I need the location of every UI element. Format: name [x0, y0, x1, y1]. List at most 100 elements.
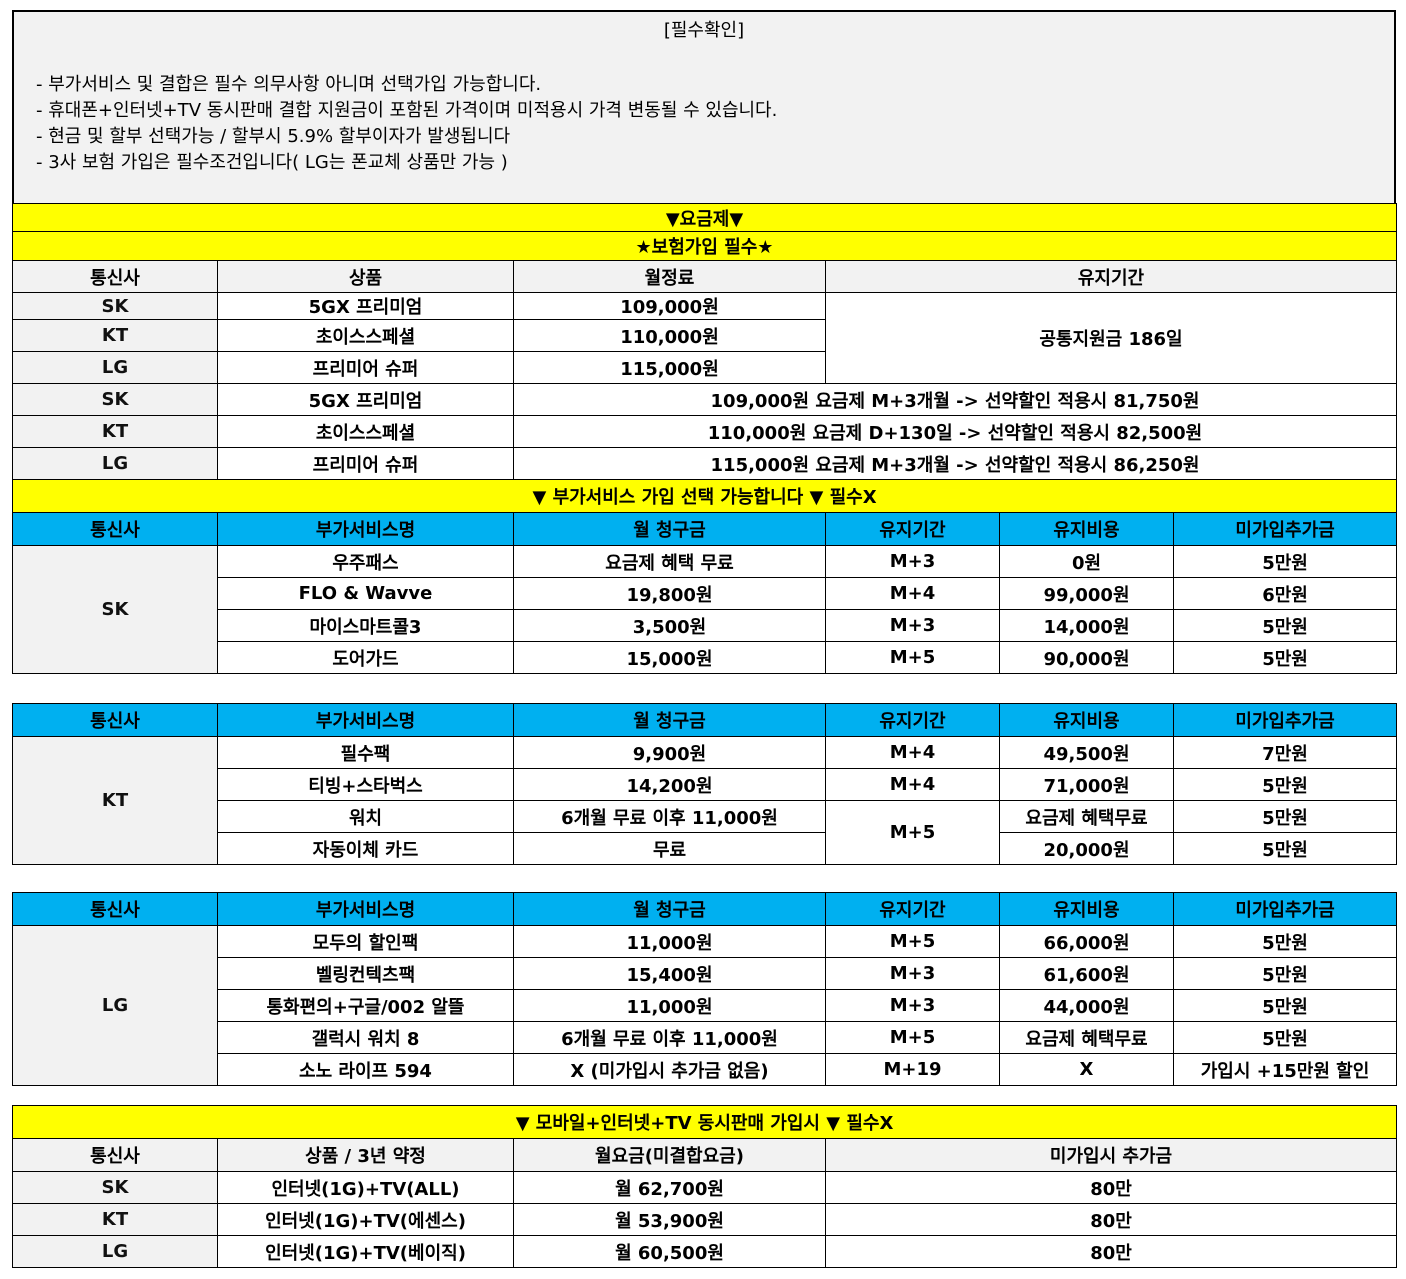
banner-row: ▼ 모바일+인터넷+TV 동시판매 가입시 ▼ 필수X	[11, 1105, 1398, 1139]
addon-table-lg: 통신사 부가서비스명 월 청구금 유지기간 유지비용 미가입추가금 LG 모두의 할인팩 11,…	[12, 892, 1397, 1086]
column-header: 유지비용	[999, 703, 1174, 737]
period-cell: M+4	[825, 577, 1000, 610]
product-cell: 프리미어 슈퍼	[217, 447, 514, 480]
table-row: 자동이체 카드 무료 20,000원 5만원	[13, 832, 1397, 865]
fee-cell: 109,000원	[513, 292, 826, 320]
addon-banner: ▼ 부가서비스 가입 선택 가능합니다 ▼ 필수X	[11, 479, 1398, 513]
column-header: 통신사	[12, 703, 218, 737]
service-name-cell: 모두의 할인팩	[217, 925, 514, 958]
carrier-cell: SK	[12, 292, 218, 320]
monthly-fee-cell: 15,400원	[513, 957, 826, 990]
monthly-fee-cell: 19,800원	[513, 577, 826, 610]
banner-row: ▼ 부가서비스 가입 선택 가능합니다 ▼ 필수X	[11, 479, 1398, 513]
carrier-cell: KT	[12, 736, 218, 865]
column-header: 월요금(미결합요금)	[513, 1138, 826, 1172]
cost-cell: 0원	[999, 545, 1174, 578]
bundle-banner: ▼ 모바일+인터넷+TV 동시판매 가입시 ▼ 필수X	[11, 1105, 1398, 1139]
cost-cell: 요금제 혜택무료	[999, 1021, 1174, 1054]
table-row: 티빙+스타벅스 14,200원 M+4 71,000원 5만원	[13, 768, 1397, 801]
fee-cell: 115,000원	[513, 351, 826, 384]
period-cell: M+3	[825, 989, 1000, 1022]
product-cell: 5GX 프리미엄	[217, 383, 514, 416]
discount-cell: 110,000원 요금제 D+130일 -> 선약할인 적용시 82,500원	[513, 415, 1397, 448]
carrier-cell: KT	[12, 415, 218, 448]
column-header: 미가입추가금	[1172, 512, 1398, 546]
service-name-cell: FLO & Wavve	[217, 577, 514, 610]
table-row: 도어가드 15,000원 M+5 90,000원 5만원	[13, 641, 1398, 674]
service-name-cell: 티빙+스타벅스	[217, 768, 514, 801]
cost-cell: 90,000원	[999, 641, 1174, 674]
monthly-fee-cell: 3,500원	[513, 609, 826, 642]
table-row: SK 5GX 프리미엄 109,000원 요금제 M+3개월 -> 선약할인 적용시…	[12, 383, 1397, 416]
table-row: LG 인터넷(1G)+TV(베이직) 월 60,500원 80만	[12, 1235, 1398, 1268]
extra-fee-cell: 5만원	[1173, 832, 1397, 865]
fee-cell: 110,000원	[513, 319, 826, 352]
column-header: 부가서비스명	[217, 892, 514, 926]
column-header: 유지기간	[825, 703, 1000, 737]
column-header: 통신사	[12, 892, 218, 926]
column-header: 부가서비스명	[217, 512, 514, 546]
service-name-cell: 워치	[217, 800, 514, 833]
carrier-cell: SK	[12, 1171, 218, 1204]
cost-cell: 49,500원	[999, 736, 1174, 769]
table-row: 워치 6개월 무료 이후 11,000원 M+5 요금제 혜택무료 5만원	[13, 800, 1397, 865]
extra-fee-cell: 7만원	[1173, 736, 1397, 769]
cost-cell: 71,000원	[999, 768, 1174, 801]
table-row: FLO & Wavve 19,800원 M+4 99,000원 6만원	[13, 577, 1398, 610]
extra-fee-cell: 80만	[824, 1203, 1398, 1236]
column-header: 미가입추가금	[1173, 892, 1397, 926]
product-cell: 인터넷(1G)+TV(베이직)	[217, 1235, 514, 1268]
service-name-cell: 자동이체 카드	[217, 832, 514, 865]
column-header: 월 청구금	[513, 703, 826, 737]
cost-cell: 요금제 혜택무료	[999, 800, 1174, 833]
monthly-fee-cell: X (미가입시 추가금 없음)	[513, 1053, 826, 1086]
notice-box: [필수확인] - 부가서비스 및 결합은 필수 의무사항 아니며 선택가입 가능…	[12, 10, 1396, 205]
column-header: 유지기간	[825, 260, 1397, 293]
period-cell: M+3	[825, 957, 1000, 990]
table-row: 갤럭시 워치 8 6개월 무료 이후 11,000원 M+5 요금제 혜택무료 5만원	[13, 1021, 1397, 1054]
monthly-fee-cell: 11,000원	[513, 925, 826, 958]
column-header: 유지기간	[825, 892, 1000, 926]
notice-line: - 현금 및 할부 선택가능 / 할부시 5.9% 할부이자가 발생됩니다	[36, 126, 511, 147]
cost-cell: 44,000원	[999, 989, 1174, 1022]
carrier-cell: LG	[12, 1235, 218, 1268]
notice-line: - 3사 보험 가입은 필수조건입니다( LG는 폰교체 상품만 가능 )	[36, 152, 508, 173]
product-cell: 프리미어 슈퍼	[217, 351, 514, 384]
table-row: KT 초이스스페셜 110,000원 요금제 D+130일 -> 선약할인 적용시 …	[12, 415, 1397, 448]
monthly-fee-cell: 15,000원	[513, 641, 826, 674]
extra-fee-cell: 6만원	[1172, 577, 1398, 610]
period-cell: M+3	[825, 545, 1000, 578]
monthly-fee-cell: 11,000원	[513, 989, 826, 1022]
service-name-cell: 도어가드	[217, 641, 514, 674]
column-header: 월정료	[513, 260, 826, 293]
extra-fee-cell: 5만원	[1172, 609, 1398, 642]
column-header: 통신사	[12, 1138, 218, 1172]
product-cell: 인터넷(1G)+TV(ALL)	[217, 1171, 514, 1204]
period-cell: M+4	[825, 736, 1000, 769]
fee-cell: 월 53,900원	[513, 1203, 826, 1236]
service-name-cell: 통화편의+구글/002 알뜰	[217, 989, 514, 1022]
fee-cell: 월 62,700원	[513, 1171, 826, 1204]
table-row: LG 모두의 할인팩 11,000원 M+5 66,000원 5만원	[12, 925, 1397, 1086]
service-name-cell: 필수팩	[217, 736, 514, 769]
notice-line: - 부가서비스 및 결합은 필수 의무사항 아니며 선택가입 가능합니다.	[36, 74, 542, 95]
table-row: 통화편의+구글/002 알뜰 11,000원 M+3 44,000원 5만원	[13, 989, 1397, 1022]
table-row: 소노 라이프 594 X (미가입시 추가금 없음) M+19 X 가입시 +15만원 …	[13, 1053, 1397, 1086]
banner-row: ★보험가입 필수★	[12, 231, 1397, 261]
service-name-cell: 우주패스	[217, 545, 514, 578]
cost-cell: 14,000원	[999, 609, 1174, 642]
header-row: 통신사 부가서비스명 월 청구금 유지기간 유지비용 미가입추가금	[12, 512, 1398, 546]
addon-table-kt: 통신사 부가서비스명 월 청구금 유지기간 유지비용 미가입추가금 KT 필수팩 9,900원 M…	[12, 703, 1397, 865]
discount-cell: 115,000원 요금제 M+3개월 -> 선약할인 적용시 86,250원	[513, 447, 1397, 480]
period-cell: M+3	[825, 609, 1000, 642]
product-cell: 초이스스페셜	[217, 415, 514, 448]
extra-fee-cell: 5만원	[1173, 925, 1397, 958]
cost-cell: 99,000원	[999, 577, 1174, 610]
extra-fee-cell: 5만원	[1173, 768, 1397, 801]
header-row: 통신사 상품 월정료 유지기간	[12, 260, 1397, 293]
column-header: 유지기간	[825, 512, 1000, 546]
cost-cell: X	[999, 1053, 1174, 1086]
column-header: 미가입시 추가금	[824, 1138, 1398, 1172]
table-row: KT 초이스스페셜 110,000원	[12, 319, 1397, 352]
notice-title: [필수확인]	[663, 20, 745, 41]
